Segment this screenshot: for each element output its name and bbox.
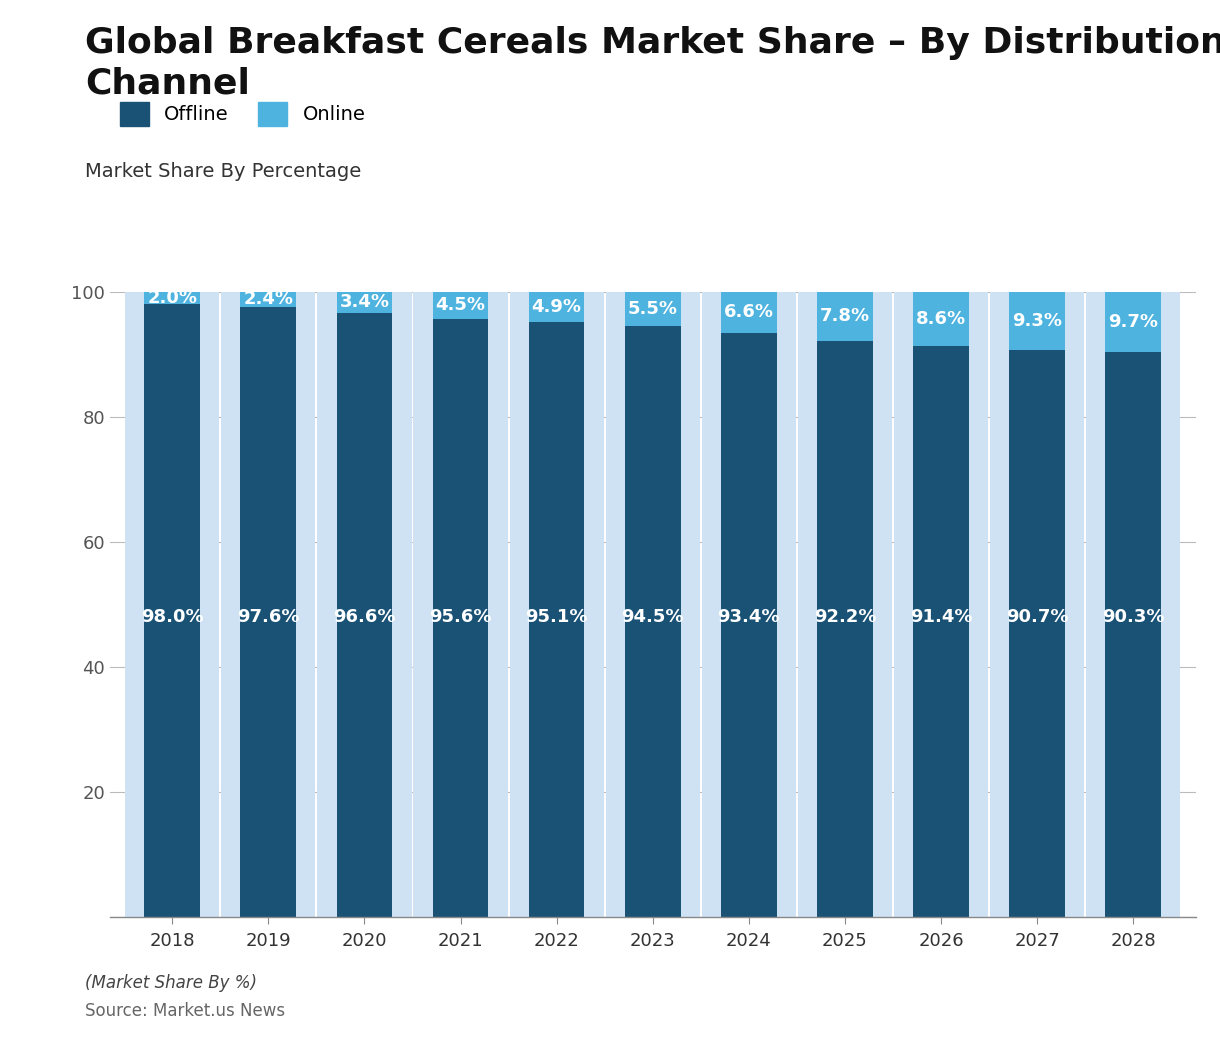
Bar: [337, 292, 393, 313]
Bar: [894, 292, 988, 917]
Text: 5.5%: 5.5%: [628, 300, 677, 318]
Bar: [433, 319, 488, 917]
Bar: [798, 292, 892, 917]
Text: 95.1%: 95.1%: [526, 607, 588, 626]
Bar: [989, 292, 1085, 917]
Text: Source: Market.us News: Source: Market.us News: [85, 1002, 285, 1020]
Text: 3.4%: 3.4%: [339, 294, 389, 312]
Text: Global Breakfast Cereals Market Share – By Distribution
Channel: Global Breakfast Cereals Market Share – …: [85, 26, 1220, 101]
Text: 4.9%: 4.9%: [532, 298, 582, 316]
Text: 4.5%: 4.5%: [436, 296, 486, 315]
Text: 90.7%: 90.7%: [1005, 607, 1069, 626]
Text: 7.8%: 7.8%: [820, 307, 870, 325]
Text: 91.4%: 91.4%: [910, 607, 972, 626]
Text: 97.6%: 97.6%: [237, 607, 300, 626]
Bar: [337, 313, 393, 917]
Text: 95.6%: 95.6%: [429, 607, 492, 626]
Text: 9.7%: 9.7%: [1108, 313, 1158, 331]
Bar: [414, 292, 508, 917]
Bar: [702, 292, 795, 917]
Bar: [317, 292, 411, 917]
Bar: [1105, 292, 1161, 352]
Text: 92.2%: 92.2%: [814, 607, 876, 626]
Bar: [240, 306, 296, 917]
Bar: [126, 292, 220, 917]
Text: 96.6%: 96.6%: [333, 607, 395, 626]
Text: 94.5%: 94.5%: [621, 607, 684, 626]
Legend: Offline, Online: Offline, Online: [120, 102, 366, 126]
Text: 8.6%: 8.6%: [916, 309, 966, 327]
Bar: [625, 326, 681, 917]
Text: 98.0%: 98.0%: [142, 607, 204, 626]
Text: (Market Share By %): (Market Share By %): [85, 974, 257, 992]
Text: Market Share By Percentage: Market Share By Percentage: [85, 162, 361, 180]
Bar: [721, 292, 777, 333]
Text: 6.6%: 6.6%: [723, 303, 773, 321]
Bar: [240, 292, 296, 306]
Text: 2.4%: 2.4%: [243, 291, 293, 308]
Bar: [721, 333, 777, 917]
Bar: [433, 291, 488, 319]
Text: 2.0%: 2.0%: [148, 289, 198, 307]
Bar: [913, 346, 969, 917]
Bar: [1105, 352, 1161, 917]
Bar: [1086, 292, 1180, 917]
Bar: [221, 292, 316, 917]
Bar: [605, 292, 700, 917]
Bar: [913, 292, 969, 346]
Bar: [144, 304, 200, 917]
Bar: [528, 322, 584, 917]
Bar: [817, 292, 872, 341]
Bar: [528, 292, 584, 322]
Bar: [1009, 292, 1065, 350]
Bar: [1009, 350, 1065, 917]
Text: 9.3%: 9.3%: [1013, 312, 1063, 330]
Bar: [625, 292, 681, 326]
Bar: [817, 341, 872, 917]
Bar: [510, 292, 604, 917]
Text: 90.3%: 90.3%: [1102, 607, 1164, 626]
Text: 93.4%: 93.4%: [717, 607, 780, 626]
Bar: [144, 292, 200, 304]
